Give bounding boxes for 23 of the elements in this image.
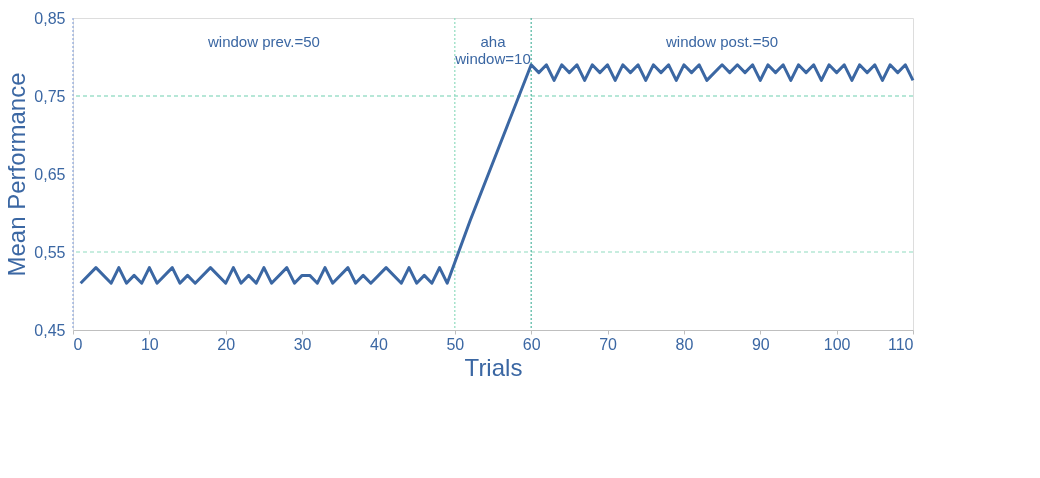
annotation: window prev.=50 bbox=[206, 33, 320, 50]
x-tick-label: 100 bbox=[823, 335, 851, 353]
y-tick-label: 0,45 bbox=[34, 321, 66, 339]
y-tick-label: 0,55 bbox=[34, 243, 66, 261]
x-tick-label: 60 bbox=[522, 335, 541, 353]
x-tick-label: 70 bbox=[599, 335, 618, 353]
y-tick-label: 0,75 bbox=[34, 87, 66, 105]
y-axis-title: Mean Performance bbox=[3, 72, 31, 277]
x-tick-label: 50 bbox=[446, 335, 465, 353]
x-axis-title: Trials bbox=[464, 353, 523, 381]
x-tick-label: 110 bbox=[887, 335, 914, 353]
x-tick-label: 10 bbox=[140, 335, 159, 353]
x-tick-label: 90 bbox=[751, 335, 770, 353]
x-tick-label: 30 bbox=[293, 335, 312, 353]
annotation: aha window=10 bbox=[454, 33, 531, 67]
x-tick-label: 0 bbox=[73, 335, 83, 353]
y-tick-label: 0,85 bbox=[34, 9, 66, 27]
y-tick-label: 0,65 bbox=[34, 165, 66, 183]
x-tick-label: 40 bbox=[370, 335, 388, 353]
x-tick-label: 80 bbox=[675, 335, 694, 353]
annotation: window post.=50 bbox=[665, 33, 779, 50]
line-series bbox=[79, 63, 915, 285]
x-tick-label: 20 bbox=[217, 335, 236, 353]
